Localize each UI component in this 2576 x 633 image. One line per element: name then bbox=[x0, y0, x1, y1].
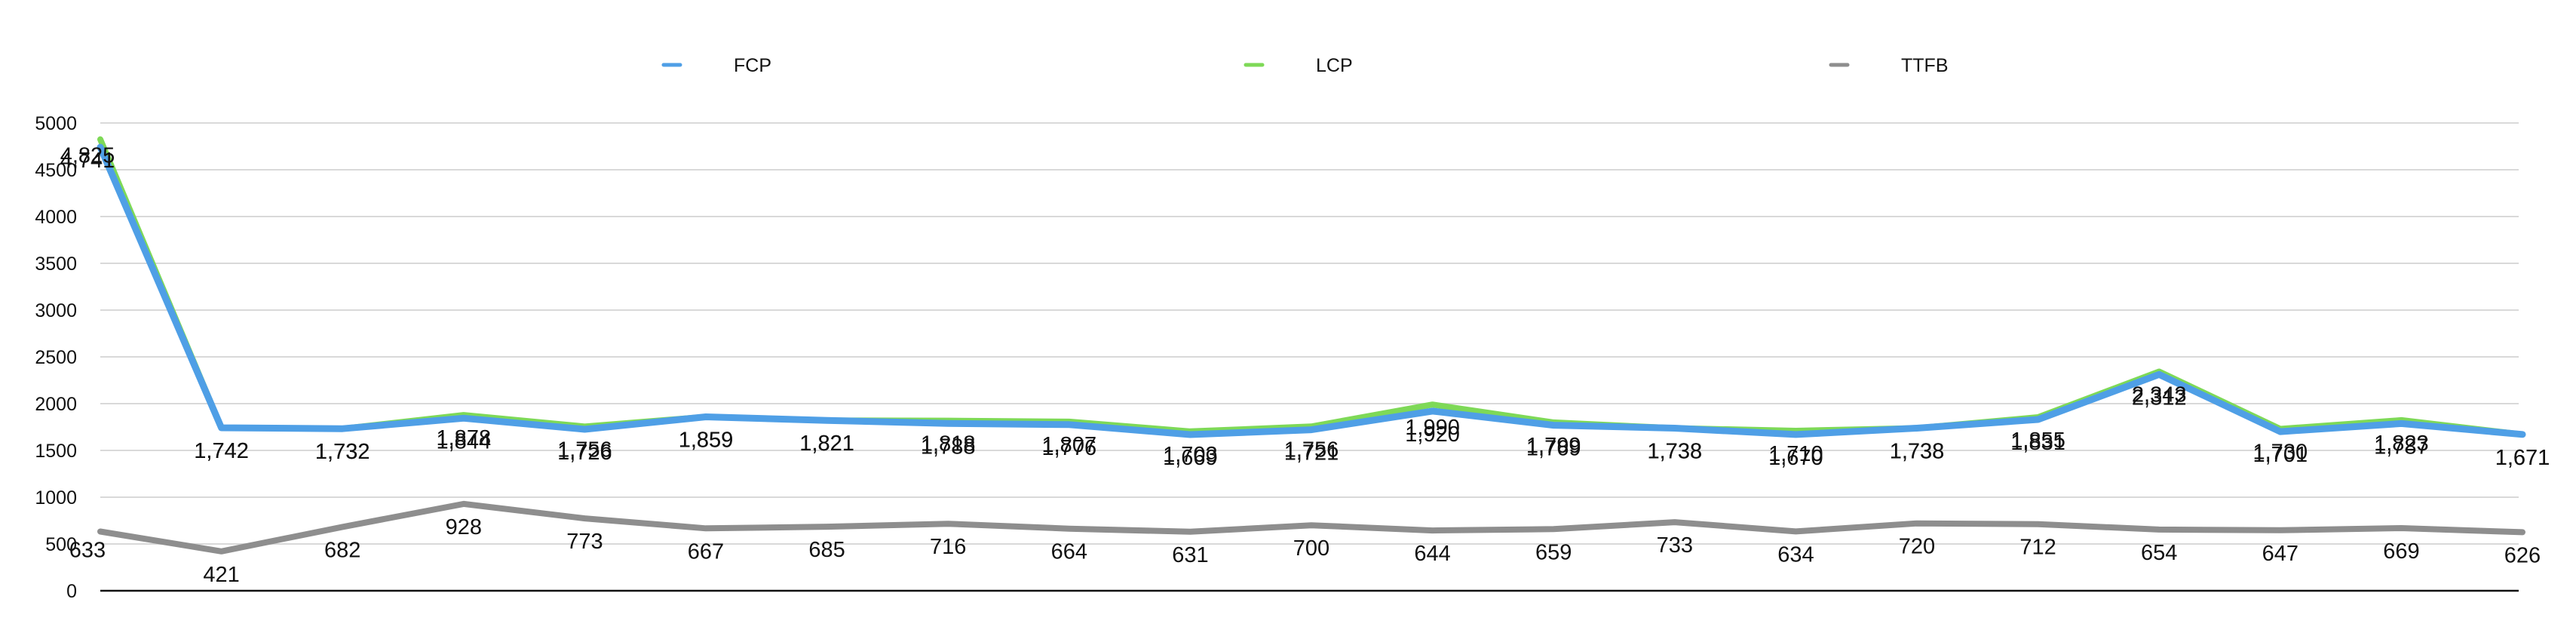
data-label-fcp: 1,920 bbox=[1405, 423, 1460, 447]
data-label-fcp: 1,669 bbox=[1163, 446, 1218, 470]
data-label-fcp: 1,821 bbox=[799, 432, 854, 456]
data-label-lcp: 1,799 bbox=[1526, 434, 1581, 458]
data-label-ttfb: 626 bbox=[2504, 543, 2541, 567]
data-label-ttfb: 669 bbox=[2383, 539, 2419, 564]
data-label-lcp: 1,859 bbox=[679, 428, 734, 452]
y-tick-label: 4000 bbox=[35, 207, 77, 228]
data-label-ttfb: 644 bbox=[1414, 542, 1450, 566]
data-label-lcp: 1,756 bbox=[1284, 438, 1339, 462]
data-label-ttfb: 682 bbox=[324, 538, 360, 562]
y-axis: 0 500 1000 1500 2000 2500 3000 3500 4000 4500 5000 bbox=[35, 113, 77, 602]
legend: FCP LCP TTFB bbox=[661, 55, 1949, 76]
data-label-fcp: 1,788 bbox=[921, 435, 976, 459]
data-label-fcp: 1,671 bbox=[2495, 446, 2550, 470]
grid-layer bbox=[100, 122, 2519, 592]
data-label-lcp: 1,742 bbox=[194, 439, 249, 463]
y-tick-label: 1500 bbox=[35, 441, 77, 462]
data-label-ttfb: 716 bbox=[930, 535, 966, 559]
data-label-fcp: 1,787 bbox=[2374, 435, 2429, 459]
data-label-lcp: 1,730 bbox=[2253, 440, 2308, 464]
data-label-fcp: 1,726 bbox=[557, 441, 612, 465]
y-tick-label: 3000 bbox=[35, 300, 77, 321]
data-label-fcp: 4,741 bbox=[60, 149, 115, 173]
data-label-fcp: 1,742 bbox=[194, 439, 249, 463]
data-label-lcp: 1,738 bbox=[1648, 439, 1703, 463]
data-label-ttfb: 928 bbox=[446, 515, 482, 539]
data-label-ttfb: 633 bbox=[69, 539, 106, 563]
data-label-ttfb: 667 bbox=[688, 539, 724, 564]
y-tick-label: 4500 bbox=[35, 160, 77, 181]
data-label-ttfb: 712 bbox=[2019, 536, 2056, 560]
y-tick-label: 3500 bbox=[35, 254, 77, 275]
data-label-ttfb: 659 bbox=[1535, 540, 1572, 564]
data-label-fcp: 2,312 bbox=[2132, 386, 2187, 410]
data-label-fcp: 1,844 bbox=[437, 429, 492, 453]
data-label-lcp: 1,990 bbox=[1405, 416, 1460, 440]
data-label-lcp: 1,703 bbox=[1163, 443, 1218, 467]
data-label-fcp: 1,721 bbox=[1284, 441, 1339, 466]
y-tick-label: 2500 bbox=[35, 347, 77, 368]
data-label-ttfb: 773 bbox=[566, 530, 603, 554]
data-label-lcp: 1,738 bbox=[1890, 439, 1945, 463]
y-tick-label: 500 bbox=[45, 534, 77, 555]
y-tick-label: 0 bbox=[66, 581, 77, 602]
data-label-fcp: 1,831 bbox=[2010, 431, 2065, 455]
data-label-ttfb: 634 bbox=[1777, 542, 1814, 567]
y-tick-label: 2000 bbox=[35, 394, 77, 415]
data-label-lcp: 1,710 bbox=[1768, 442, 1823, 466]
data-label-lcp: 1,732 bbox=[315, 440, 370, 464]
series-layer bbox=[97, 136, 2526, 555]
data-label-fcp: 1,859 bbox=[679, 428, 734, 452]
data-label-fcp: 1,738 bbox=[1648, 439, 1703, 463]
data-label-ttfb: 654 bbox=[2141, 541, 2177, 565]
y-tick-label: 1000 bbox=[35, 487, 77, 509]
series-line-ttfb bbox=[97, 500, 2525, 555]
data-label-lcp: 4,825 bbox=[60, 144, 115, 168]
data-label-fcp: 1,769 bbox=[1526, 437, 1581, 461]
data-label-lcp: 2,343 bbox=[2132, 383, 2187, 407]
data-label-lcp: 1,855 bbox=[2010, 429, 2065, 453]
data-label-ttfb: 664 bbox=[1051, 540, 1087, 564]
data-label-lcp: 1,878 bbox=[437, 426, 492, 450]
data-label-ttfb: 685 bbox=[808, 538, 845, 562]
data-label-ttfb: 421 bbox=[203, 563, 239, 587]
data-label-ttfb: 720 bbox=[1899, 535, 1935, 559]
data-label-lcp: 1,823 bbox=[2374, 432, 2429, 456]
legend-label-lcp: LCP bbox=[1316, 55, 1353, 76]
data-label-lcp: 1,671 bbox=[2495, 446, 2550, 470]
legend-label-fcp: FCP bbox=[734, 55, 771, 76]
data-label-lcp: 1,756 bbox=[557, 438, 612, 462]
data-label-fcp: 1,732 bbox=[315, 440, 370, 464]
data-label-lcp: 1,818 bbox=[921, 432, 976, 456]
series-line-fcp bbox=[97, 143, 2526, 438]
data-label-fcp: 1,776 bbox=[1042, 436, 1097, 460]
legend-label-ttfb: TTFB bbox=[1901, 55, 1949, 76]
data-labels: 4,741 1,742 1,732 1,844 1,726 1,859 1,821 1,788… bbox=[60, 144, 2550, 587]
data-label-fcp: 1,701 bbox=[2253, 443, 2308, 467]
data-label-lcp: 1,807 bbox=[1042, 433, 1097, 457]
data-label-ttfb: 700 bbox=[1293, 536, 1329, 561]
data-label-fcp: 1,670 bbox=[1768, 446, 1823, 470]
y-tick-label: 5000 bbox=[35, 113, 77, 134]
data-label-ttfb: 647 bbox=[2262, 542, 2298, 566]
data-label-fcp: 1,738 bbox=[1890, 439, 1945, 463]
data-label-ttfb: 631 bbox=[1172, 543, 1208, 567]
data-label-lcp: 1,821 bbox=[799, 432, 854, 456]
data-label-ttfb: 733 bbox=[1657, 533, 1693, 558]
